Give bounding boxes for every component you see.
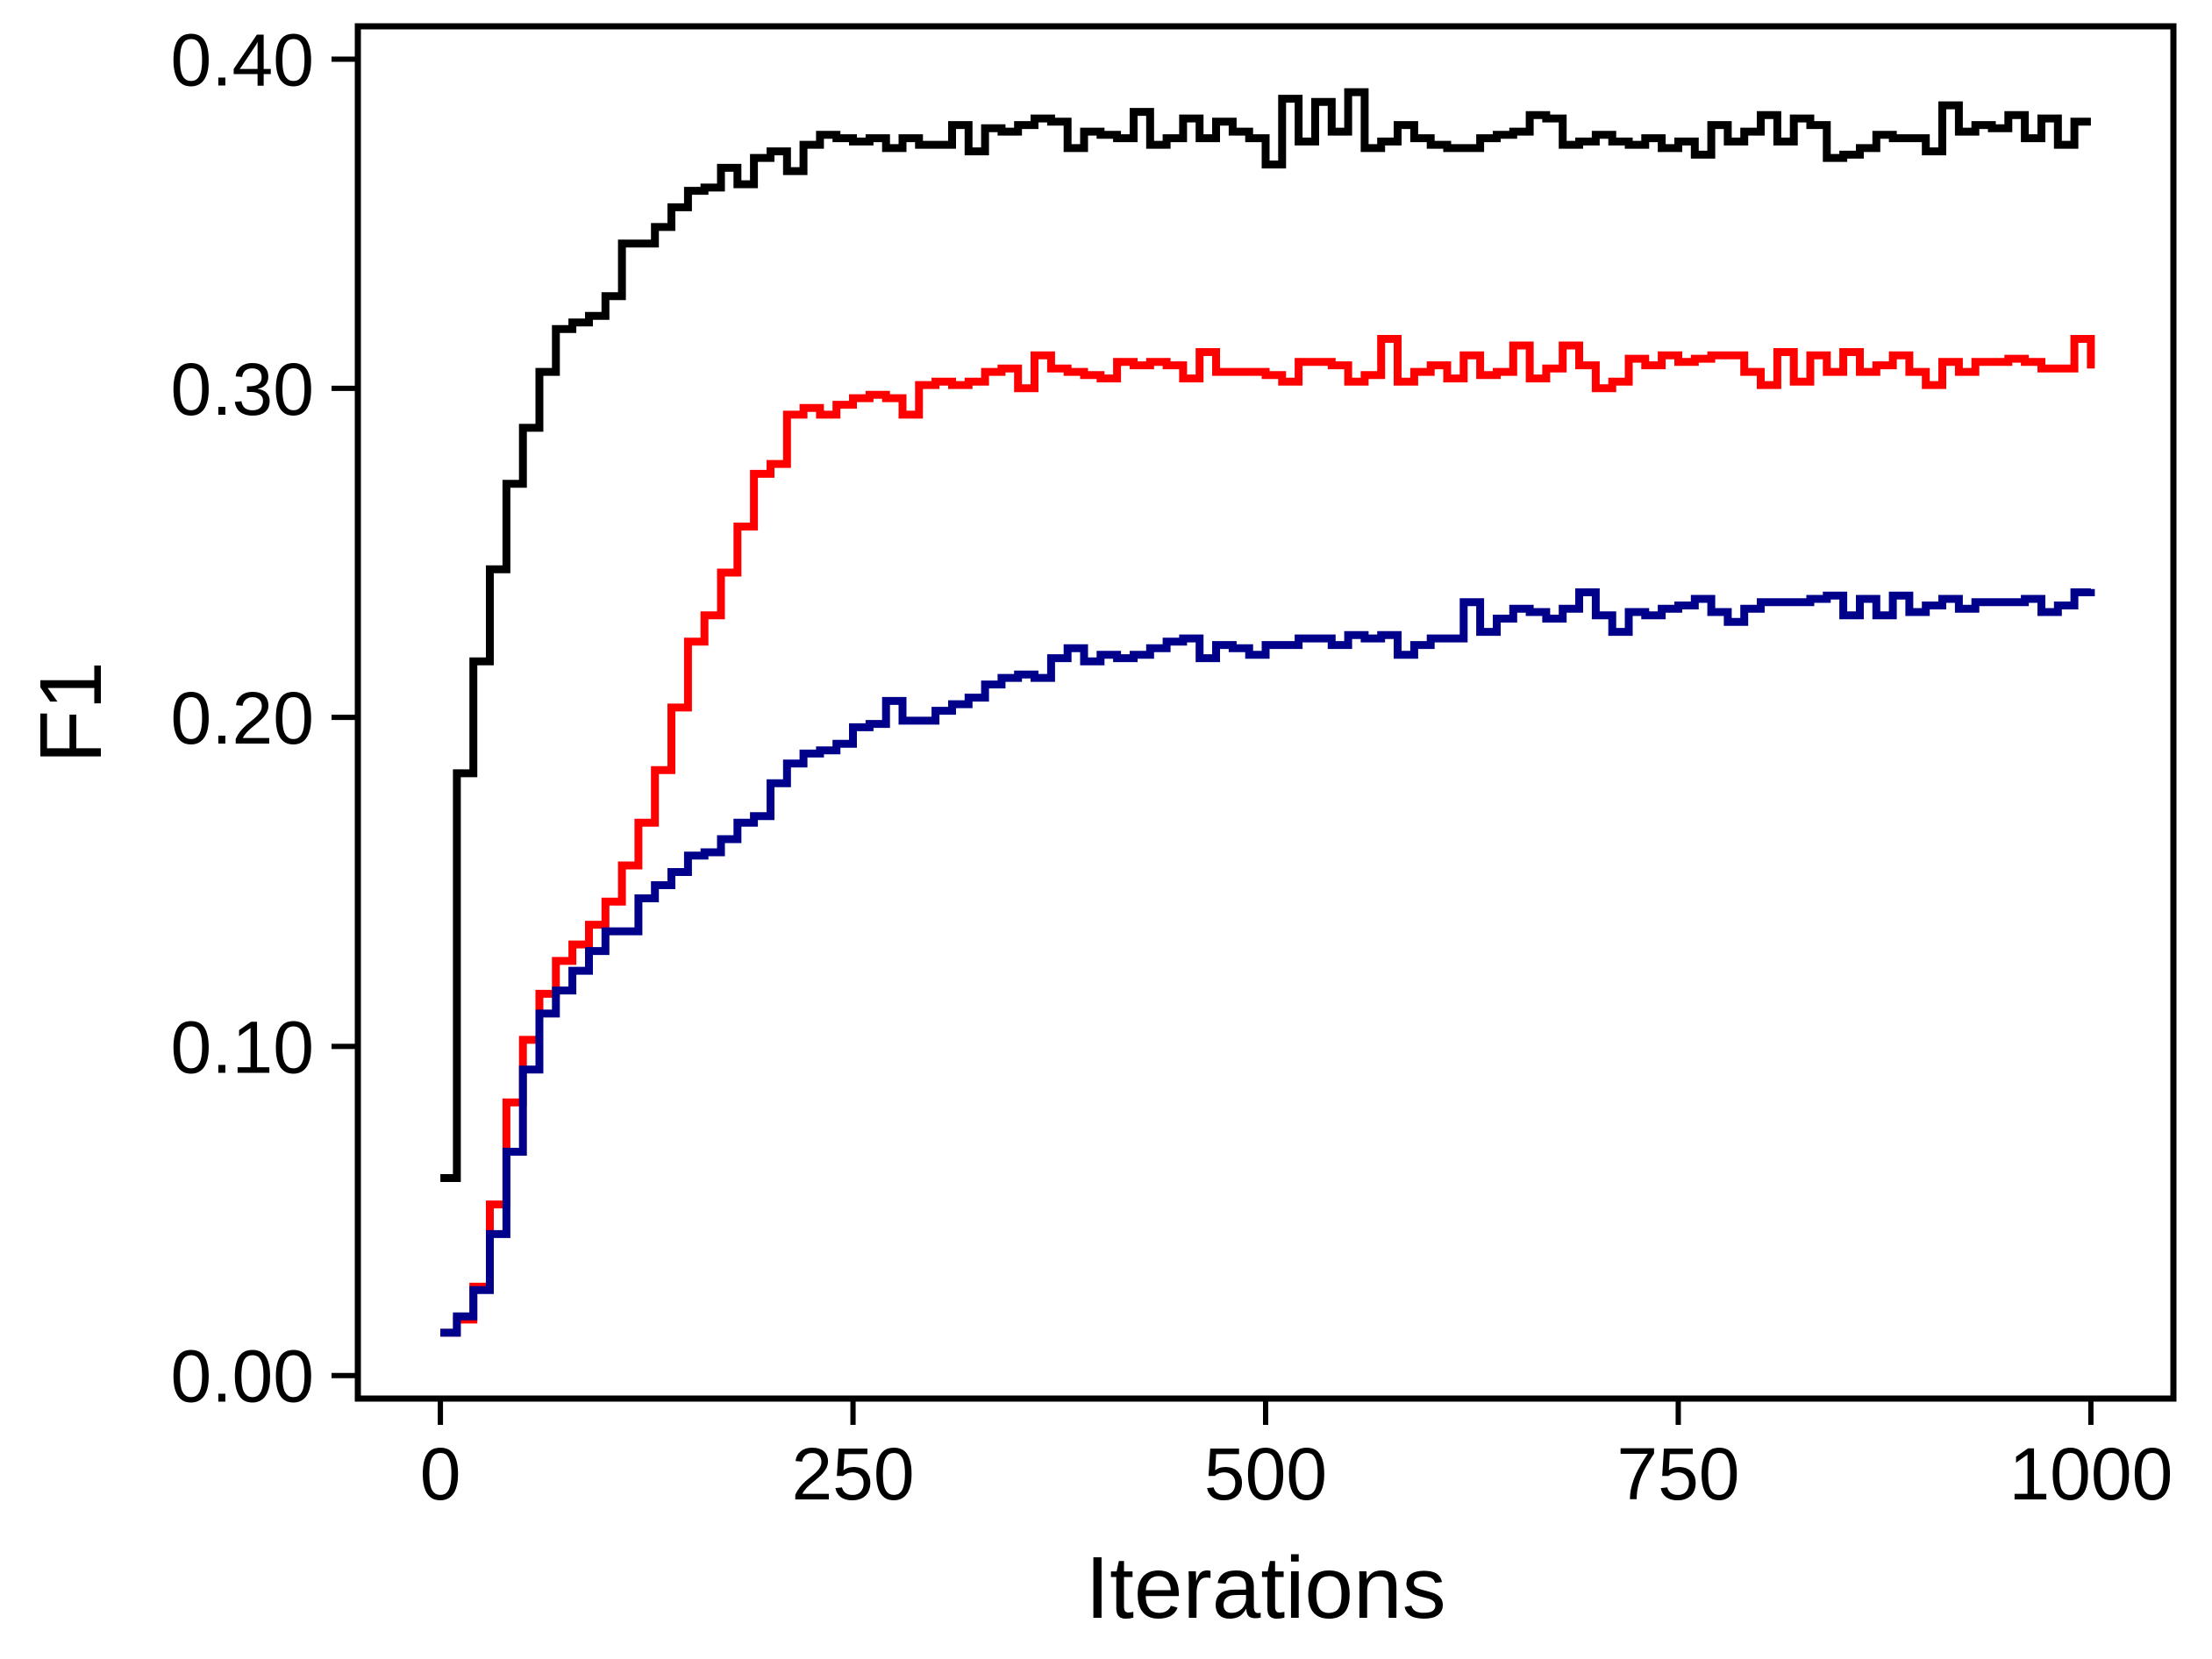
- y-tick-label: 0.10: [171, 1006, 315, 1088]
- series-layer: [440, 88, 2095, 1337]
- y-tick-label: 0.30: [171, 348, 315, 431]
- x-axis-label: Iterations: [1085, 1539, 1445, 1637]
- x-tick-label: 1000: [2009, 1433, 2173, 1515]
- series-line-2: [440, 588, 2095, 1337]
- axes-layer: 0 250 500 750 1000 0.00 0.10 0.20 0.30 0.40: [171, 19, 2173, 1515]
- x-tick-label: 500: [1204, 1433, 1327, 1515]
- x-tick-label: 250: [791, 1433, 914, 1515]
- x-tick-label: 750: [1616, 1433, 1739, 1515]
- y-tick-label: 0.20: [171, 677, 315, 759]
- y-axis-label: F1: [22, 661, 120, 764]
- plot-frame: [354, 23, 2177, 1402]
- y-tick-label: 0.00: [171, 1335, 315, 1418]
- x-tick-label: 0: [420, 1433, 461, 1515]
- series-line-1: [440, 335, 2095, 1337]
- series-line-0: [440, 88, 2091, 1182]
- y-tick-label: 0.40: [171, 19, 315, 102]
